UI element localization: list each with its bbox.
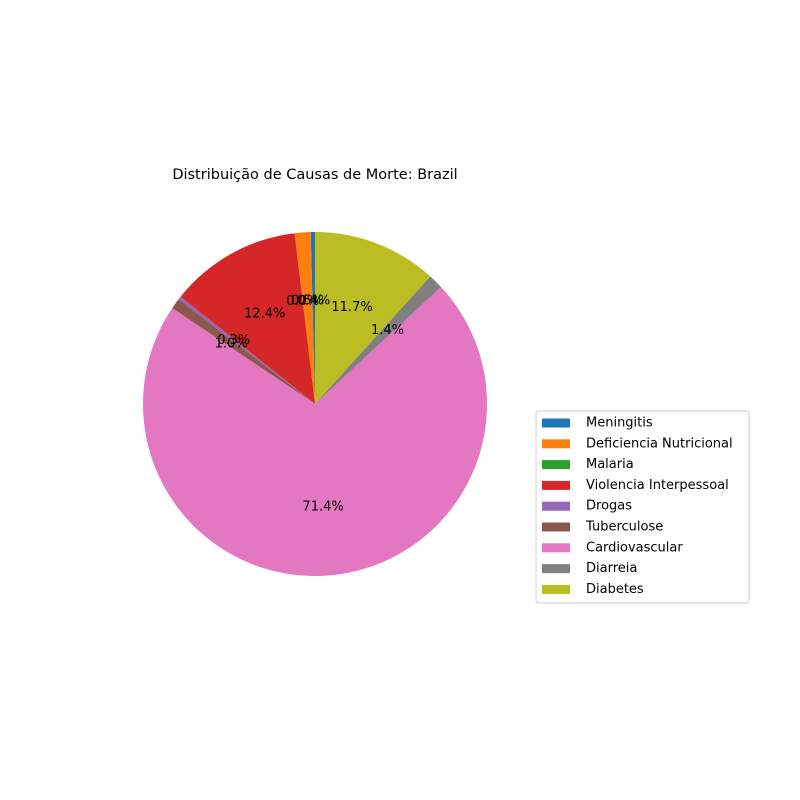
pie-slice-diabetes	[315, 232, 431, 404]
legend-label-deficiencia-nutricional: Deficiencia Nutricional	[586, 436, 733, 451]
pct-label-diarreia: 1.4%	[371, 323, 404, 338]
legend-swatch-tuberculose	[542, 522, 570, 532]
legend-swatch-deficiencia-nutricional	[542, 439, 570, 449]
legend-swatch-cardiovascular	[542, 543, 570, 553]
legend-swatch-diarreia	[542, 564, 570, 574]
legend-item-cardiovascular: Cardiovascular	[542, 540, 683, 555]
legend-label-cardiovascular: Cardiovascular	[586, 540, 683, 555]
legend-label-tuberculose: Tuberculose	[585, 520, 663, 535]
legend-item-meningitis: Meningitis	[542, 416, 653, 431]
pct-label-diabetes: 11.7%	[331, 300, 372, 315]
pie-slices	[142, 232, 487, 576]
legend-item-malaria: Malaria	[542, 457, 634, 472]
legend-label-diabetes: Diabetes	[586, 582, 644, 597]
pie-slice-meningitis	[310, 232, 315, 404]
legend-item-diarreia: Diarreia	[542, 561, 637, 576]
pie-percent-labels: 0.4%0.5%0.0%12.4% 0.3%1.0% 71.4% 1.4% 11.7%	[215, 293, 404, 514]
pct-label-tuberculose: 1.0%	[215, 336, 248, 351]
pct-label-violencia-interpessoal: 12.4%	[244, 306, 285, 321]
legend-item-diabetes: Diabetes	[542, 582, 644, 597]
pct-label-malaria: 0.0%	[286, 294, 319, 309]
legend-frame	[535, 410, 750, 604]
legend-item-tuberculose: Tuberculose	[542, 520, 663, 535]
legend-swatch-malaria	[542, 460, 570, 470]
pct-label-drogas: 0.3%	[217, 333, 250, 348]
legend-swatch-meningitis	[542, 418, 570, 428]
pct-label-deficiencia-nutricional: 0.5%	[291, 294, 324, 309]
legend: Meningitis Deficiencia Nutricional Malaria…	[535, 410, 750, 604]
legend-label-violencia-interpessoal: Violencia Interpessoal	[586, 478, 729, 493]
legend-label-diarreia: Diarreia	[586, 561, 637, 576]
legend-swatch-violencia-interpessoal	[542, 480, 570, 490]
pie-slice-violencia-interpessoal	[180, 233, 315, 404]
legend-item-violencia-interpessoal: Violencia Interpessoal	[542, 478, 729, 493]
legend-item-deficiencia-nutricional: Deficiencia Nutricional	[542, 436, 733, 451]
pie-slice-tuberculose	[172, 299, 315, 404]
pct-label-cardiovascular: 71.4%	[302, 499, 343, 514]
legend-label-meningitis: Meningitis	[586, 416, 653, 431]
pct-label-meningitis: 0.4%	[297, 293, 330, 308]
legend-item-drogas: Drogas	[542, 499, 632, 514]
legend-label-drogas: Drogas	[586, 499, 632, 514]
pie-slice-deficiencia-nutricional	[294, 232, 315, 404]
pie-slice-diarreia	[315, 276, 442, 404]
legend-swatch-drogas	[542, 501, 570, 511]
chart-title: Distribuição de Causas de Morte: Brazil	[172, 167, 457, 183]
legend-label-malaria: Malaria	[586, 457, 634, 472]
legend-swatch-diabetes	[542, 584, 570, 594]
pie-slice-cardiovascular	[142, 286, 487, 576]
pie-slice-drogas	[178, 296, 315, 404]
